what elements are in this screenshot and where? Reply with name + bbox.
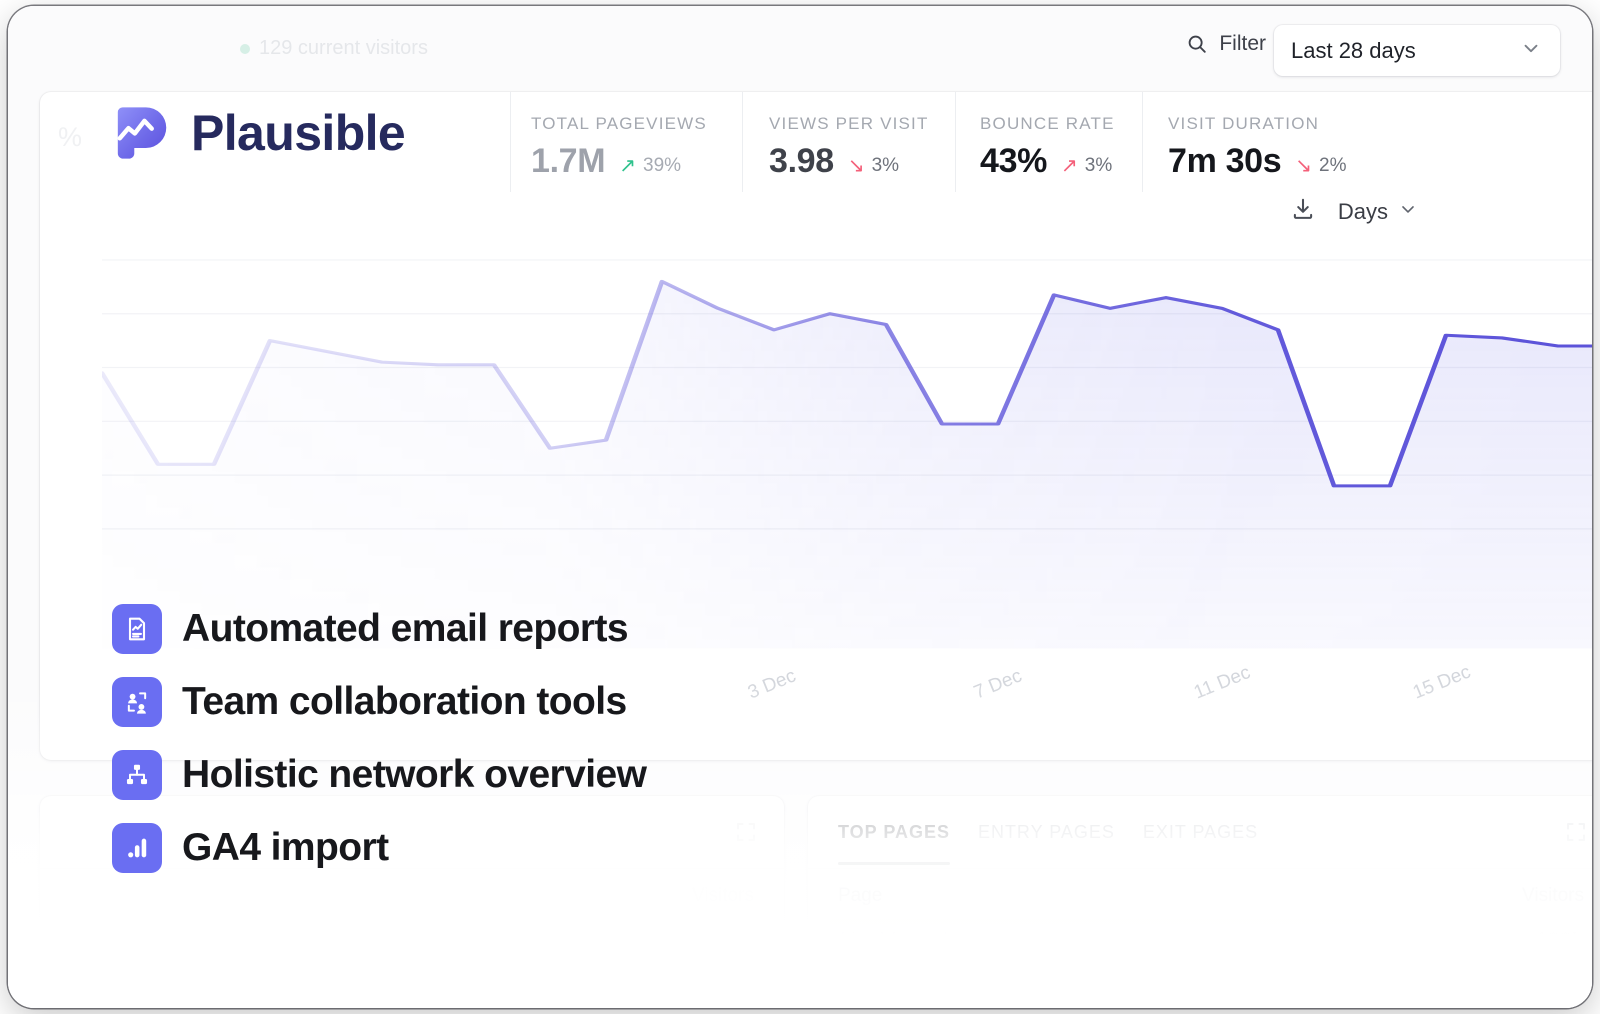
filter-label: Filter — [1219, 32, 1266, 55]
metrics-strip: % TOTAL PAGEVIEWS 1.7M ↗ 39% VIEWS PER V… — [40, 92, 1592, 192]
row-value: 227k — [705, 928, 754, 953]
chart-toolbar: Days — [1290, 196, 1418, 227]
metric-visit-duration[interactable]: VISIT DURATION 7m 30s ↘ 2% — [1142, 92, 1442, 192]
feature-item-team-collaboration: Team collaboration tools — [112, 677, 646, 727]
arrow-up-right-icon: ↗ — [1061, 155, 1078, 177]
feature-label: Team collaboration tools — [182, 680, 627, 723]
feature-item-network-overview: Holistic network overview — [112, 750, 647, 800]
metric-change: ↗ 3% — [1061, 155, 1112, 177]
arrow-down-right-icon: ↘ — [1295, 155, 1313, 177]
metric-change-value: 2% — [1319, 155, 1347, 176]
date-range-select[interactable]: Last 28 days — [1274, 25, 1560, 76]
row-value: 183k — [1535, 928, 1584, 953]
column-header-page: Page — [838, 885, 883, 906]
metric-value: 43% — [980, 142, 1048, 180]
metric-label: VIEWS PER VISIT — [769, 114, 929, 133]
search-icon — [1186, 33, 1208, 55]
download-icon[interactable] — [1290, 196, 1316, 227]
metric-ghost-value: % — [58, 122, 82, 152]
row-label: /dashboard — [838, 928, 949, 953]
metric-change-value: 3% — [871, 155, 900, 176]
plausible-p-logo-icon — [117, 107, 167, 159]
date-range-value: Last 28 days — [1291, 37, 1416, 63]
brand-wordmark: Plausible — [191, 105, 406, 161]
feature-label: GA4 import — [182, 826, 389, 869]
app-window: 129 current visitors Filter Last 28 days — [8, 6, 1592, 1008]
feature-list: Automated email reports Team collaborati… — [112, 604, 647, 873]
chevron-down-icon — [1398, 199, 1418, 225]
feature-label: Automated email reports — [182, 607, 629, 650]
bar-chart-icon — [112, 823, 162, 873]
metric-value: 3.98 — [769, 142, 834, 180]
chart-line — [102, 279, 1592, 488]
tab-exit-pages[interactable]: EXIT PAGES — [1142, 822, 1259, 842]
panel-column-headers: Visitors — [40, 869, 784, 915]
metric-label: TOTAL PAGEVIEWS — [531, 114, 707, 133]
live-indicator-dot — [240, 43, 250, 54]
visitors-area-chart — [102, 259, 1592, 649]
metric-views-per-visit[interactable]: VIEWS PER VISIT 3.98 ↘ 3% — [742, 92, 955, 192]
panel-header: TOP PAGES ENTRY PAGES EXIT PAGES — [808, 796, 1592, 868]
live-visitor-counter: 129 current visitors — [240, 37, 428, 60]
interval-label: Days — [1337, 198, 1388, 224]
metric-total-pageviews[interactable]: TOTAL PAGEVIEWS 1.7M ↗ 39% — [510, 92, 742, 192]
metric-change-value: 39% — [643, 155, 682, 176]
metric-ghost: % — [40, 92, 510, 192]
column-header-visitors: Visitors — [692, 885, 754, 906]
feature-item-ga4-import: GA4 import — [112, 823, 646, 873]
filter-button[interactable]: Filter — [1186, 32, 1266, 56]
dashboard-canvas: 129 current visitors Filter Last 28 days — [8, 6, 1592, 1008]
metric-value: 7m 30s — [1168, 142, 1282, 180]
brand-logo: Plausible — [112, 102, 406, 164]
panel-column-headers: Page Visitors — [808, 869, 1592, 915]
team-collaboration-icon — [112, 677, 162, 727]
column-header-visitors: Visitors — [1522, 885, 1584, 906]
chart-area-fill — [102, 281, 1592, 649]
expand-icon[interactable] — [1564, 820, 1588, 849]
tab-entry-pages[interactable]: ENTRY PAGES — [977, 822, 1115, 842]
chevron-down-icon — [1520, 37, 1542, 64]
tab-top-pages[interactable]: TOP PAGES — [838, 822, 950, 865]
pages-panel: TOP PAGES ENTRY PAGES EXIT PAGES Page Vi… — [808, 796, 1592, 1008]
metric-change-value: 3% — [1084, 155, 1113, 176]
table-row[interactable]: 227k — [40, 915, 784, 967]
feature-item-email-reports: Automated email reports — [112, 604, 646, 654]
metric-change: ↘ 2% — [1295, 155, 1346, 177]
feature-label: Holistic network overview — [182, 753, 647, 796]
metric-bounce-rate[interactable]: BOUNCE RATE 43% ↗ 3% — [955, 92, 1142, 192]
main-dashboard-card: % TOTAL PAGEVIEWS 1.7M ↗ 39% VIEWS PER V… — [40, 92, 1592, 760]
email-report-icon — [112, 604, 162, 654]
metric-value: 1.7M — [531, 142, 606, 180]
table-row[interactable]: /dashboard 183k — [808, 915, 1592, 967]
arrow-up-right-icon: ↗ — [619, 155, 636, 177]
metric-change: ↗ 39% — [619, 155, 681, 177]
metric-label: VISIT DURATION — [1168, 114, 1320, 133]
live-visitor-label: 129 current visitors — [259, 37, 428, 59]
interval-picker[interactable]: Days — [1338, 199, 1418, 225]
metric-change: ↘ 3% — [848, 155, 899, 177]
expand-icon[interactable] — [734, 820, 758, 849]
network-overview-icon — [112, 750, 162, 800]
arrow-down-right-icon: ↘ — [847, 155, 865, 177]
visitors-chart[interactable]: 3 Dec 7 Dec 11 Dec 15 Dec — [102, 242, 1592, 760]
top-bar: 129 current visitors Filter Last 28 days — [8, 6, 1592, 90]
metric-label: BOUNCE RATE — [980, 114, 1115, 133]
